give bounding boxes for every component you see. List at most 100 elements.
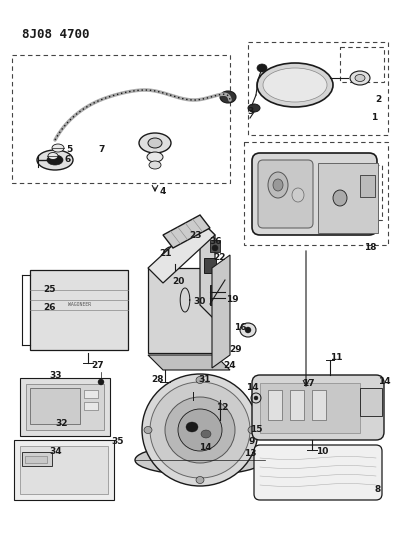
FancyBboxPatch shape: [252, 153, 377, 235]
Ellipse shape: [268, 172, 288, 198]
Text: 32: 32: [56, 418, 68, 427]
Ellipse shape: [163, 246, 187, 264]
Ellipse shape: [48, 152, 58, 159]
Text: 3: 3: [248, 108, 254, 117]
Text: 11: 11: [330, 353, 342, 362]
FancyBboxPatch shape: [254, 445, 382, 500]
Ellipse shape: [196, 376, 204, 384]
FancyBboxPatch shape: [258, 160, 313, 228]
Ellipse shape: [201, 430, 211, 438]
Ellipse shape: [135, 445, 265, 475]
Bar: [248, 42, 388, 135]
Polygon shape: [212, 255, 230, 368]
Bar: [210, 240, 220, 252]
Text: 16: 16: [234, 324, 246, 333]
Bar: [20, 446, 108, 494]
Bar: [22, 452, 52, 466]
Bar: [210, 285, 225, 305]
Bar: [20, 378, 110, 436]
Text: 34: 34: [50, 448, 62, 456]
Bar: [84, 402, 98, 410]
Text: 12: 12: [216, 403, 228, 413]
Text: 4: 4: [160, 188, 166, 197]
Polygon shape: [148, 220, 215, 283]
Text: 22: 22: [214, 254, 226, 262]
Text: 1: 1: [371, 114, 377, 123]
Ellipse shape: [355, 75, 365, 82]
Ellipse shape: [254, 396, 258, 400]
Bar: [26, 384, 104, 430]
Ellipse shape: [248, 426, 256, 433]
Ellipse shape: [245, 327, 251, 333]
Ellipse shape: [150, 382, 250, 478]
Text: 29: 29: [230, 345, 242, 354]
Ellipse shape: [147, 152, 163, 162]
Ellipse shape: [257, 64, 267, 72]
Ellipse shape: [240, 323, 256, 337]
Ellipse shape: [350, 71, 370, 85]
Bar: [360, 388, 382, 416]
Text: 6: 6: [65, 156, 71, 165]
Bar: [30, 270, 128, 350]
Text: 18: 18: [364, 244, 376, 253]
Ellipse shape: [37, 150, 73, 170]
Ellipse shape: [263, 68, 327, 102]
Text: 30: 30: [194, 297, 206, 306]
Text: 25: 25: [44, 286, 56, 295]
Text: 2: 2: [375, 95, 381, 104]
Bar: [84, 390, 98, 398]
Ellipse shape: [165, 397, 235, 463]
Bar: [12, 55, 230, 183]
Bar: [148, 268, 215, 353]
Text: 5: 5: [66, 144, 72, 154]
Ellipse shape: [248, 104, 260, 112]
Bar: [268, 390, 282, 420]
Text: 14: 14: [246, 384, 258, 392]
Text: 26: 26: [44, 303, 56, 312]
Ellipse shape: [98, 379, 104, 385]
Text: 10: 10: [316, 448, 328, 456]
Polygon shape: [148, 355, 230, 370]
Ellipse shape: [257, 63, 333, 107]
Text: 13: 13: [244, 449, 256, 458]
Polygon shape: [163, 215, 210, 248]
Ellipse shape: [333, 190, 347, 206]
Ellipse shape: [220, 91, 236, 103]
Bar: [185, 382, 201, 392]
Bar: [14, 440, 114, 500]
Ellipse shape: [273, 179, 283, 191]
Ellipse shape: [178, 409, 222, 451]
Ellipse shape: [196, 477, 204, 483]
Ellipse shape: [52, 144, 64, 152]
Text: 7: 7: [99, 144, 105, 154]
Text: 8: 8: [375, 486, 381, 495]
Ellipse shape: [186, 422, 198, 432]
Bar: [290, 390, 304, 420]
Text: 23: 23: [189, 230, 201, 239]
Text: 19: 19: [226, 295, 238, 304]
Text: 27: 27: [92, 360, 104, 369]
Text: 35: 35: [112, 438, 124, 447]
Text: 15: 15: [250, 425, 262, 434]
FancyBboxPatch shape: [252, 375, 384, 440]
Text: 9: 9: [249, 438, 255, 447]
Text: 17: 17: [302, 379, 314, 389]
Bar: [30, 388, 80, 424]
Ellipse shape: [212, 245, 218, 251]
Bar: [320, 165, 382, 220]
Bar: [340, 47, 384, 82]
Bar: [260, 383, 360, 433]
Text: WAGONEER: WAGONEER: [68, 303, 90, 308]
Ellipse shape: [144, 426, 152, 433]
Text: 20: 20: [172, 278, 184, 287]
Text: 36: 36: [210, 238, 222, 246]
Text: 33: 33: [50, 372, 62, 381]
Ellipse shape: [149, 161, 161, 169]
Ellipse shape: [142, 374, 258, 486]
Text: 8J08 4700: 8J08 4700: [22, 28, 90, 41]
Text: 14: 14: [199, 442, 211, 451]
Text: 31: 31: [199, 376, 211, 384]
Polygon shape: [200, 220, 215, 320]
Ellipse shape: [47, 155, 63, 165]
Ellipse shape: [148, 138, 162, 148]
